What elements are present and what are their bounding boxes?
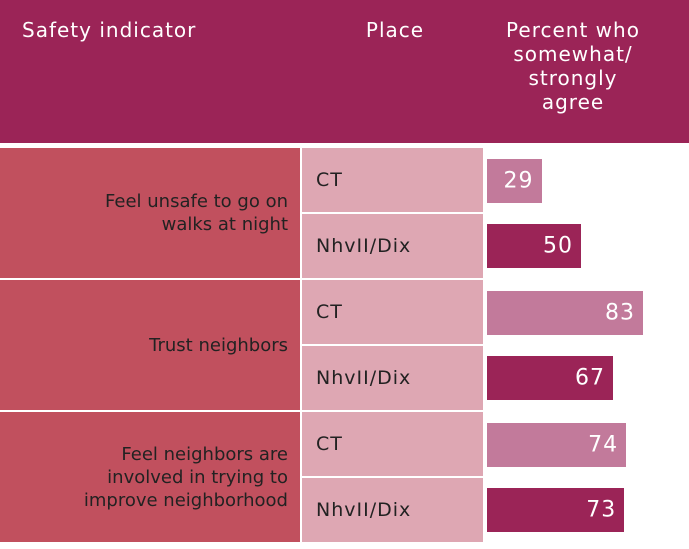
header-percent: Percent who somewhat/ strongly agree [506, 18, 640, 114]
place-label: NhvII/Dix [316, 499, 412, 521]
header: Safety indicator Place Percent who somew… [0, 0, 689, 143]
place-cell: NhvII/Dix [302, 214, 483, 278]
value-label: 74 [588, 432, 619, 457]
value-label: 73 [586, 497, 617, 522]
place-label: NhvII/Dix [316, 235, 412, 257]
place-label: CT [316, 301, 343, 323]
bar: 83 [487, 290, 644, 335]
value-label: 29 [503, 168, 534, 193]
place-label: CT [316, 433, 343, 455]
indicator-cell: Feel unsafe to go on walks at night [0, 148, 300, 278]
value-label: 83 [605, 300, 636, 325]
place-cell: CT [302, 148, 483, 212]
group: Feel unsafe to go on walks at night CT 29 N… [0, 148, 689, 278]
group: Feel neighbors are involved in trying to… [0, 412, 689, 542]
header-place: Place [365, 18, 425, 42]
place-cell: CT [302, 280, 483, 344]
header-indicator: Safety indicator [22, 18, 197, 42]
bar: 29 [487, 158, 542, 203]
bar: 73 [487, 487, 625, 532]
place-label: NhvII/Dix [316, 367, 412, 389]
value-label: 67 [574, 365, 605, 390]
bar: 50 [487, 223, 581, 268]
group: Trust neighbors CT 83 NhvII/Dix 67 [0, 280, 689, 410]
bar: 67 [487, 355, 613, 400]
place-cell: CT [302, 412, 483, 476]
place-cell: NhvII/Dix [302, 346, 483, 410]
place-label: CT [316, 169, 343, 191]
place-cell: NhvII/Dix [302, 478, 483, 542]
indicator-label: Feel unsafe to go on walks at night [105, 191, 288, 235]
indicator-label: Trust neighbors [149, 334, 288, 356]
indicator-cell: Feel neighbors are involved in trying to… [0, 412, 300, 542]
indicator-cell: Trust neighbors [0, 280, 300, 410]
value-label: 50 [543, 233, 573, 258]
indicator-label: Feel neighbors are involved in trying to… [83, 443, 288, 511]
bar: 74 [487, 422, 627, 467]
